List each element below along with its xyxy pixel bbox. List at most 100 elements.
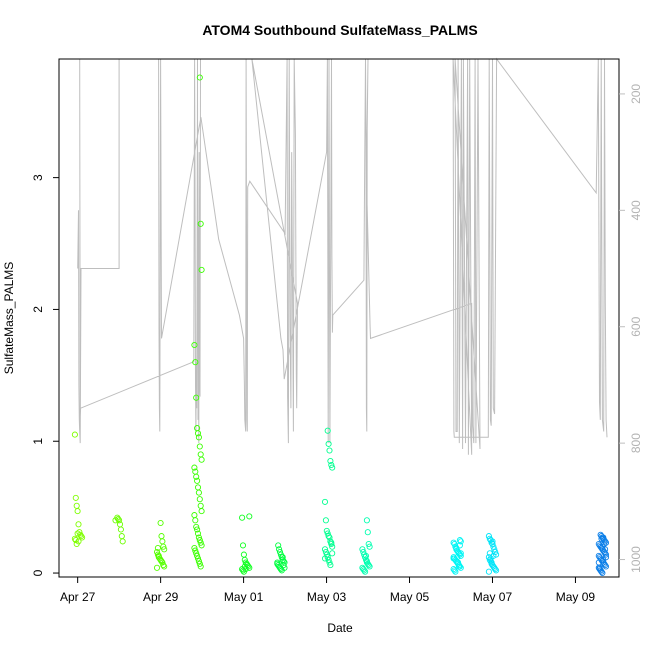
- data-point: [194, 430, 202, 437]
- data-point: [154, 551, 161, 558]
- data-point: [191, 341, 198, 349]
- data-point: [76, 529, 83, 536]
- data-point: [457, 538, 464, 545]
- data-point: [118, 533, 125, 540]
- data-point: [198, 542, 205, 549]
- data-point: [195, 558, 202, 565]
- data-point: [455, 563, 463, 570]
- data-point: [323, 551, 330, 558]
- data-point: [194, 484, 202, 491]
- data-point: [600, 534, 607, 541]
- data-point: [246, 513, 253, 520]
- data-point: [79, 534, 86, 541]
- data-point: [363, 517, 370, 524]
- data-point: [365, 540, 372, 548]
- data-point: [492, 566, 499, 573]
- data-point: [324, 427, 331, 434]
- data-point: [279, 554, 286, 561]
- data-point: [321, 498, 329, 505]
- data-point: [195, 434, 202, 441]
- data-point: [329, 543, 336, 550]
- data-point: [321, 555, 329, 562]
- data-point: [161, 546, 168, 553]
- data-point: [75, 538, 82, 545]
- data-point: [325, 533, 332, 540]
- data-point: [362, 568, 369, 575]
- data-point: [361, 567, 368, 574]
- data-point: [281, 564, 288, 571]
- data-point: [193, 394, 200, 401]
- pressure-trace-layer: [77, 57, 608, 455]
- data-point: [71, 431, 78, 438]
- data-point: [239, 514, 246, 521]
- right-pressure-axis: 200 400 600 800 1000: [619, 84, 643, 573]
- data-point: [485, 568, 492, 575]
- y-axis-label: SulfateMass_PALMS: [2, 262, 16, 375]
- y-tick-label: 2: [31, 306, 45, 313]
- data-point: [327, 562, 334, 569]
- data-point: [328, 539, 335, 546]
- data-point: [192, 359, 199, 366]
- data-point: [598, 568, 605, 575]
- data-point: [365, 562, 372, 569]
- x-tick-label: May 05: [390, 590, 430, 604]
- data-point: [191, 544, 198, 552]
- data-point: [197, 539, 204, 546]
- data-point: [327, 538, 334, 545]
- data-point: [450, 555, 457, 562]
- data-point: [198, 266, 205, 273]
- data-point: [240, 551, 247, 558]
- data-point: [457, 564, 464, 571]
- data-point: [599, 543, 606, 550]
- data-point: [489, 540, 496, 548]
- data-point: [242, 566, 249, 573]
- data-point: [457, 550, 464, 557]
- data-point: [329, 464, 336, 471]
- data-point: [193, 550, 200, 557]
- data-point: [362, 556, 370, 563]
- plot-frame: [58, 58, 620, 578]
- x-tick-label: May 01: [224, 590, 264, 604]
- x-axis: Apr 27 Apr 29 May 01 May 03 May 05 May 07 May …: [60, 576, 595, 604]
- data-point: [455, 559, 462, 566]
- data-point: [326, 534, 333, 541]
- data-point: [326, 447, 333, 454]
- data-point: [194, 552, 201, 559]
- data-point: [325, 556, 332, 563]
- data-point: [194, 477, 201, 484]
- right-tick-label: 600: [629, 316, 643, 336]
- data-point: [598, 535, 605, 542]
- right-tick-label: 1000: [629, 546, 643, 573]
- data-point: [456, 542, 463, 549]
- data-point: [275, 542, 282, 549]
- data-point: [492, 548, 499, 556]
- chart-title: ATOM4 Southbound SulfateMass_PALMS: [202, 22, 477, 38]
- data-point: [487, 537, 494, 544]
- data-point: [488, 560, 495, 567]
- data-point: [119, 538, 126, 545]
- data-point: [157, 519, 164, 527]
- data-point: [597, 567, 604, 574]
- data-point: [363, 558, 370, 565]
- points-layer: [71, 74, 610, 577]
- data-point: [159, 538, 166, 545]
- data-point: [196, 443, 203, 450]
- x-axis-label: Date: [327, 621, 353, 635]
- data-point: [154, 544, 161, 552]
- data-point: [74, 508, 81, 515]
- data-point: [276, 548, 284, 556]
- data-point: [193, 523, 200, 530]
- y-tick-label: 3: [31, 174, 45, 181]
- data-point: [489, 538, 496, 545]
- data-point: [328, 461, 335, 469]
- data-point: [73, 502, 80, 509]
- data-point: [329, 550, 336, 557]
- data-point: [195, 534, 202, 541]
- data-point: [366, 563, 373, 570]
- data-point: [239, 542, 247, 549]
- data-point: [364, 529, 371, 536]
- data-point: [72, 494, 79, 501]
- data-point: [241, 556, 248, 563]
- data-point: [322, 517, 329, 524]
